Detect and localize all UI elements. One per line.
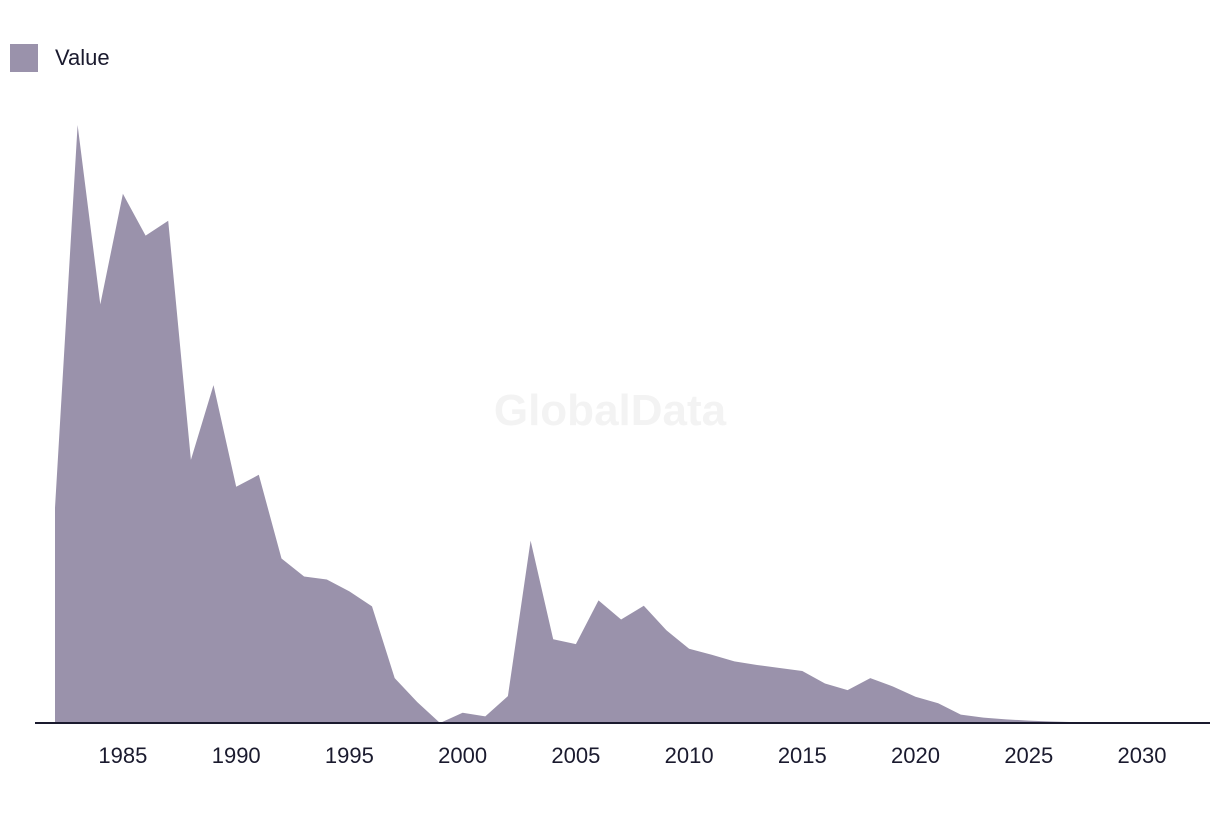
x-tick-label: 1985	[98, 743, 147, 768]
x-tick-label: 2025	[1004, 743, 1053, 768]
x-tick-label: 1995	[325, 743, 374, 768]
x-tick-label: 2030	[1118, 743, 1167, 768]
area-layer	[55, 125, 1188, 723]
x-tick-label: 2015	[778, 743, 827, 768]
legend-label: Value	[55, 45, 110, 70]
x-tick-label: 2010	[665, 743, 714, 768]
x-tick-label: 2020	[891, 743, 940, 768]
legend: Value	[10, 44, 110, 72]
legend-swatch	[10, 44, 38, 72]
x-tick-label: 2000	[438, 743, 487, 768]
watermark: GlobalData	[494, 386, 727, 435]
x-tick-label: 1990	[212, 743, 261, 768]
x-tick-label: 2005	[551, 743, 600, 768]
x-axis-ticks: 1985 1990 1995 2000 2005 2010 2015 2020 2025 2030	[98, 743, 1166, 768]
series-area-value	[55, 125, 1188, 723]
